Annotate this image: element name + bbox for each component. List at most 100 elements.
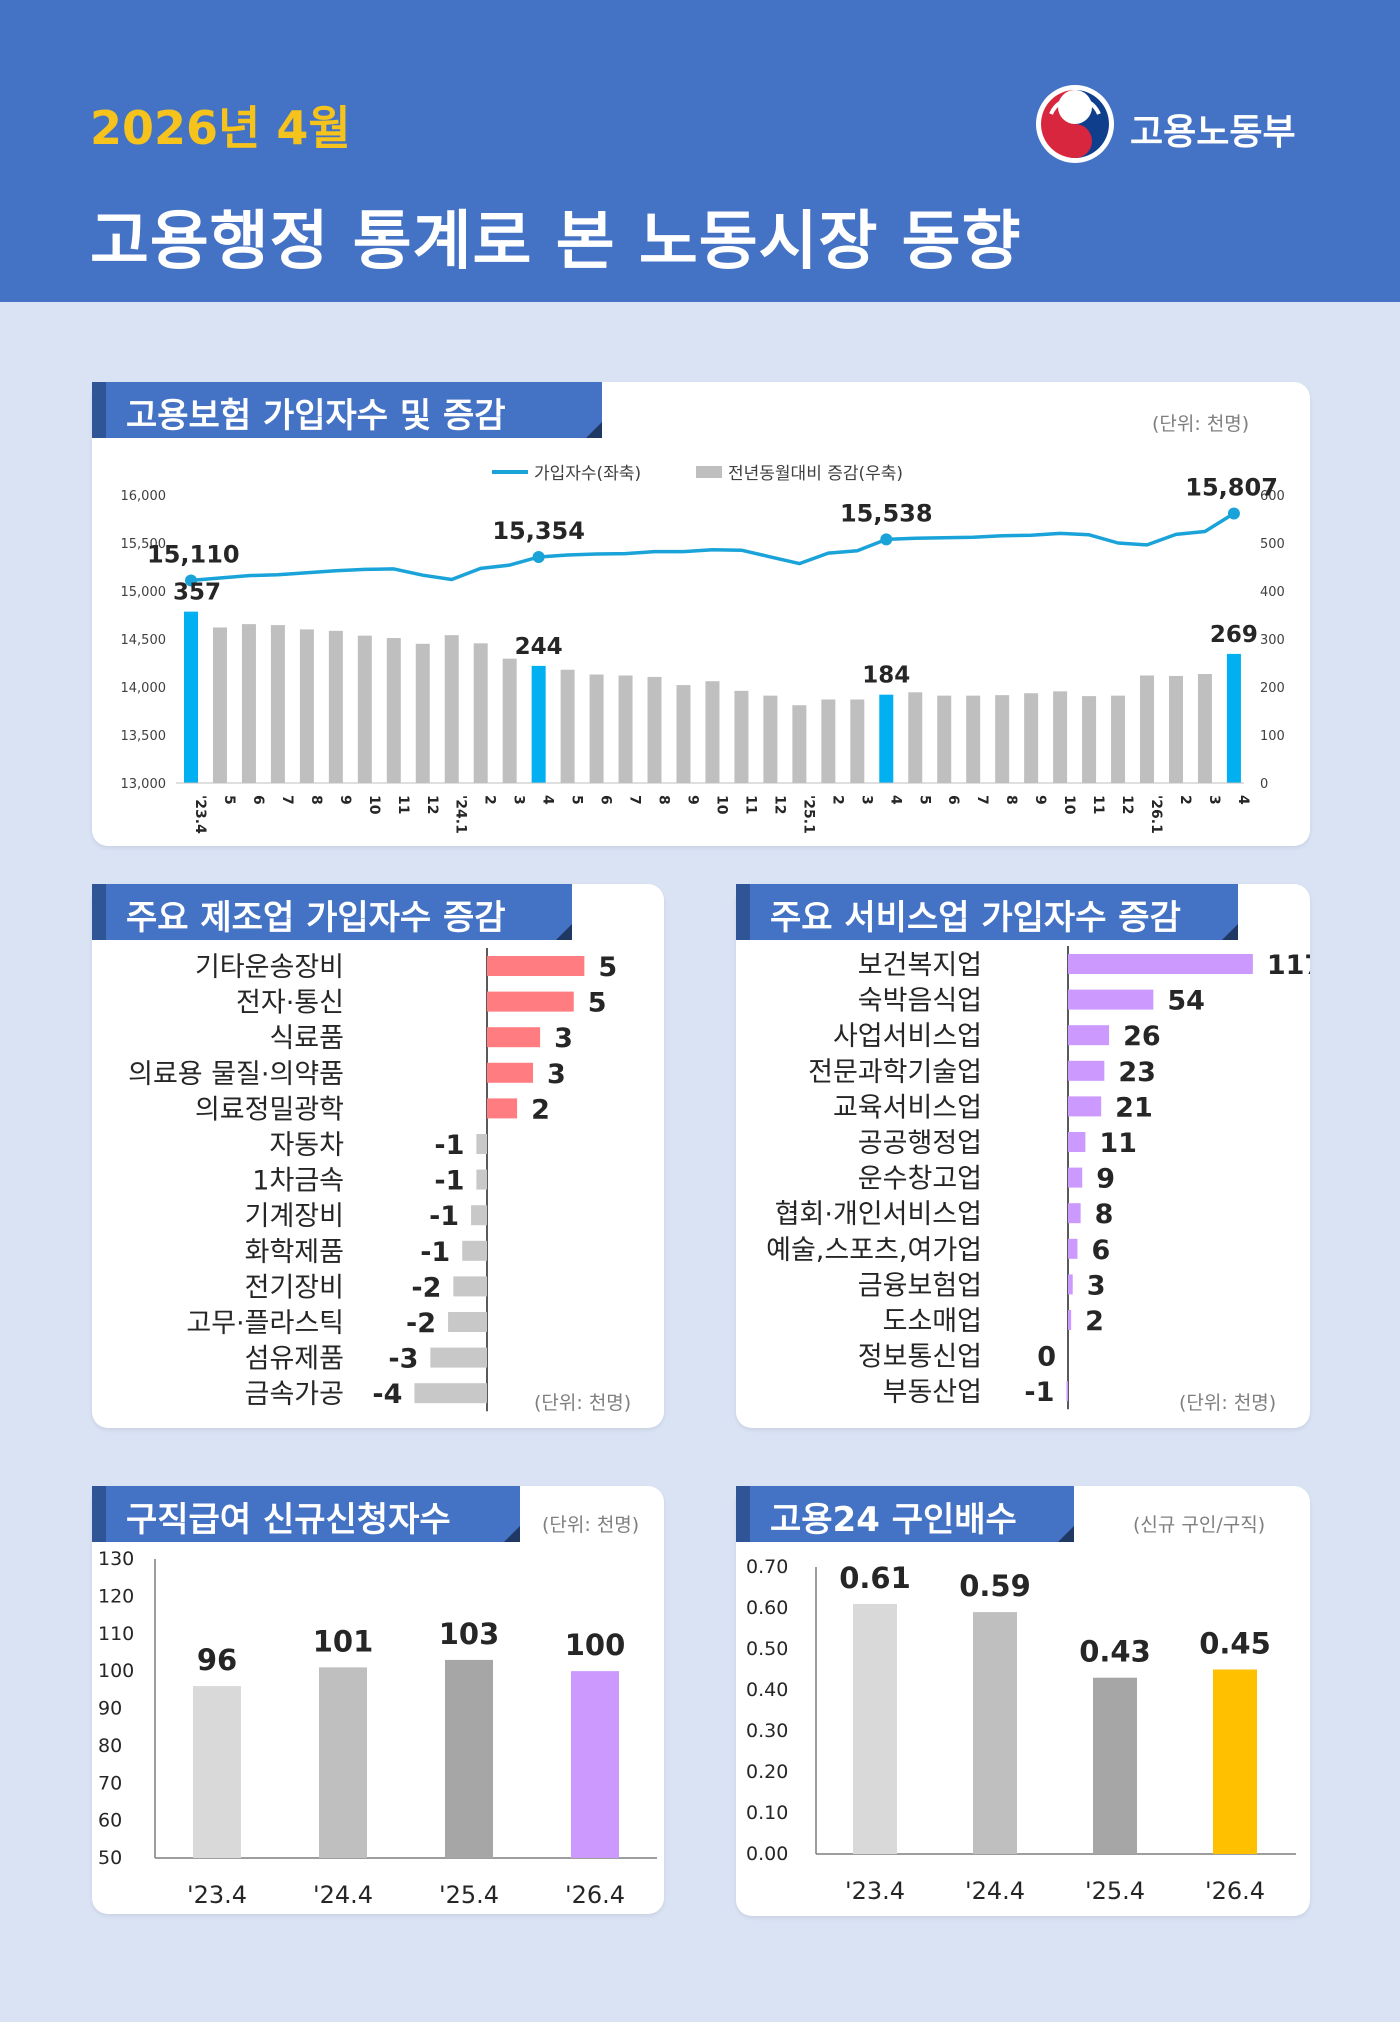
x-axis-tick: '25.4 — [439, 1881, 499, 1909]
change-bar — [1140, 675, 1155, 783]
x-axis-tick: 5 — [569, 795, 585, 805]
change-bar — [618, 675, 633, 783]
x-axis-tick: 6 — [945, 795, 961, 805]
y-axis-tick: 60 — [98, 1810, 122, 1832]
value-bar — [487, 956, 585, 976]
value-bar — [193, 1686, 241, 1858]
x-axis-tick: 4 — [1235, 795, 1251, 805]
value-bar — [1068, 1203, 1081, 1224]
report-month: 2026년 4월 — [90, 101, 351, 155]
value-bar — [448, 1312, 487, 1332]
change-label: 184 — [862, 663, 910, 689]
x-axis-tick: 2 — [482, 795, 498, 805]
y-axis-tick: 0.70 — [746, 1556, 788, 1578]
change-bar — [386, 638, 401, 783]
change-bar — [647, 676, 662, 783]
x-axis-tick: 10 — [1061, 795, 1077, 815]
change-bar — [357, 635, 372, 783]
category-label: 교육서비스업 — [833, 1092, 982, 1123]
value-label: -3 — [388, 1344, 418, 1375]
y-axis-tick: 100 — [98, 1660, 134, 1682]
y-axis-tick: 50 — [98, 1847, 122, 1869]
value-label: 8 — [1095, 1199, 1114, 1230]
x-axis-tick: 6 — [598, 795, 614, 805]
jobs-ratio-panel: 고용24 구인배수 (신규 구인/구직) 0.00 0.10 0.20 0.30 0.4… — [736, 1486, 1310, 1916]
change-bar — [270, 625, 285, 783]
value-label: 117 — [1267, 950, 1310, 981]
subscribers-point — [185, 574, 197, 587]
value-label: 96 — [197, 1643, 237, 1677]
value-label: -1 — [420, 1237, 450, 1268]
value-bar — [430, 1347, 487, 1368]
category-label: 부동산업 — [883, 1377, 982, 1408]
change-bar — [1082, 696, 1097, 783]
x-axis-tick: 10 — [366, 795, 382, 815]
value-label: 5 — [588, 988, 607, 1019]
value-label: 23 — [1118, 1057, 1156, 1088]
change-bar — [995, 695, 1010, 783]
value-label: 0 — [1037, 1342, 1056, 1373]
category-label: 금속가공 — [245, 1379, 344, 1410]
change-bar — [1197, 674, 1212, 783]
left-axis-tick: 14,000 — [121, 681, 167, 696]
x-axis-tick: 12 — [424, 795, 440, 814]
manufacturing-title: 주요 제조업 가입자수 증감 — [92, 884, 572, 940]
category-label: 고무·플라스틱 — [186, 1308, 344, 1339]
category-label: 의료정밀광학 — [195, 1094, 344, 1125]
value-label: -1 — [434, 1166, 464, 1197]
highlight-bar — [1226, 653, 1241, 783]
x-axis-tick: 2 — [1177, 795, 1193, 805]
category-label: 자동차 — [269, 1130, 344, 1161]
x-axis-tick: '24.4 — [965, 1877, 1025, 1905]
y-axis-tick: 0.00 — [746, 1843, 788, 1865]
value-bar — [487, 1027, 541, 1048]
value-label: -1 — [429, 1201, 459, 1232]
value-bar — [319, 1667, 367, 1858]
change-bar — [502, 658, 517, 783]
x-axis-tick: 9 — [337, 795, 353, 805]
category-label: 사업서비스업 — [833, 1021, 982, 1052]
value-bar — [1213, 1669, 1257, 1854]
y-axis-tick: 110 — [98, 1623, 134, 1645]
left-axis-tick: 13,000 — [121, 777, 167, 792]
category-label: 전문과학기술업 — [808, 1057, 982, 1088]
value-label: 3 — [1087, 1270, 1106, 1301]
x-axis-tick: 8 — [308, 795, 324, 805]
value-bar — [414, 1383, 487, 1404]
value-label: 3 — [547, 1059, 566, 1090]
change-bar — [1024, 693, 1039, 783]
legend-bar-swatch — [696, 466, 722, 478]
value-bar — [1068, 989, 1154, 1010]
subscribers-label: 15,110 — [147, 540, 240, 568]
y-axis-tick: 90 — [98, 1698, 122, 1720]
value-label: 2 — [1085, 1306, 1104, 1337]
category-label: 1차금속 — [252, 1166, 344, 1197]
manufacturing-chart: 기타운송장비 5 전자·통신 5 식료품 3 의료용 물질·의약품 3 의료정밀광학 2 자동차 -1… — [128, 948, 617, 1412]
x-axis-tick: 7 — [279, 795, 295, 805]
page-title: 고용행정 통계로 본 노동시장 동향 — [90, 205, 1022, 279]
insurance-unit: (단위: 천명) — [1152, 413, 1250, 435]
change-label: 269 — [1210, 622, 1258, 648]
category-label: 숙박음식업 — [858, 986, 982, 1017]
change-label: 357 — [173, 580, 221, 606]
value-label: 21 — [1115, 1092, 1153, 1123]
x-axis-tick: '24.4 — [313, 1881, 373, 1909]
jobseeker-panel: 구직급여 신규신청자수 (단위: 천명) 50 60 70 80 90 100 110 120… — [92, 1486, 664, 1914]
change-bar — [241, 624, 256, 783]
change-bar — [444, 635, 459, 783]
category-label: 금융보험업 — [858, 1270, 982, 1301]
x-axis-tick: 3 — [1206, 795, 1222, 805]
x-axis-tick: '26.4 — [1205, 1877, 1265, 1905]
category-label: 의료용 물질·의약품 — [128, 1059, 344, 1090]
y-axis-tick: 0.40 — [746, 1679, 788, 1701]
insurance-panel: 고용보험 가입자수 및 증감 (단위: 천명) 가입자수(좌축) 전년동월대비 증… — [92, 382, 1310, 846]
x-axis-tick: 2 — [829, 795, 845, 805]
x-axis-tick: 8 — [656, 795, 672, 805]
value-label: -4 — [372, 1379, 402, 1410]
right-axis-tick: 600 — [1260, 489, 1285, 504]
value-label: -2 — [411, 1272, 441, 1303]
category-label: 기타운송장비 — [195, 952, 344, 983]
right-axis-tick: 300 — [1260, 633, 1285, 648]
left-axis-tick: 15,500 — [121, 537, 167, 552]
change-bar — [676, 685, 691, 783]
